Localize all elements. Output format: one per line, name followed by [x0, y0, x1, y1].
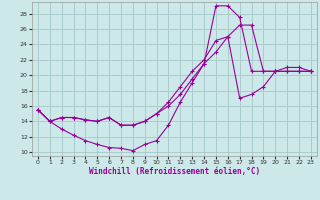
- X-axis label: Windchill (Refroidissement éolien,°C): Windchill (Refroidissement éolien,°C): [89, 167, 260, 176]
